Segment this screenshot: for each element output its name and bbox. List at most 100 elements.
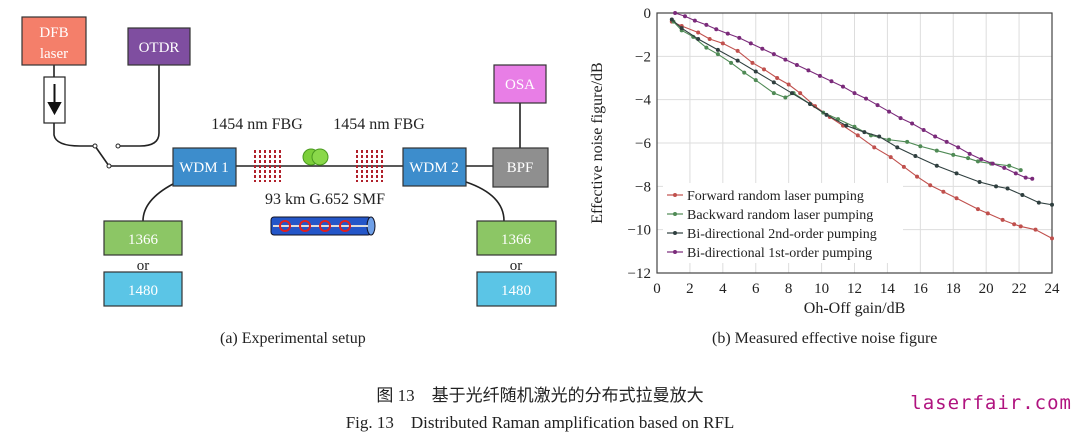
data-point xyxy=(1005,186,1010,191)
data-point xyxy=(696,30,701,35)
y-axis-label: Effective noise figure/dB xyxy=(589,62,606,223)
legend-label: Backward random laser pumping xyxy=(687,208,873,223)
data-point xyxy=(720,41,725,46)
data-point xyxy=(798,91,803,96)
data-point xyxy=(729,60,734,65)
y-tick-label: −12 xyxy=(628,266,651,282)
data-point xyxy=(875,103,880,108)
legend-marker xyxy=(673,231,677,235)
svg-text:1366: 1366 xyxy=(128,232,159,248)
x-tick-label: 0 xyxy=(653,281,661,297)
plot-frame xyxy=(656,12,1053,274)
noise-figure-chart: 0 2 4 6 8 10 12 14 16 18 20 22 240−2−4−6−8−10−12Oh-O… xyxy=(589,6,1060,317)
legend-marker xyxy=(673,250,677,254)
data-point xyxy=(913,154,918,158)
legend-marker xyxy=(673,212,677,216)
legend: Forward random laser pumping Backward ran… xyxy=(663,183,903,263)
data-point xyxy=(915,174,920,179)
data-point xyxy=(715,52,720,57)
data-point xyxy=(789,91,794,96)
fiber-label: 93 km G.652 SMF xyxy=(265,191,385,208)
x-tick-label: 10 xyxy=(814,281,829,297)
svg-text:WDM 1: WDM 1 xyxy=(179,160,229,176)
data-point xyxy=(771,52,776,57)
data-point xyxy=(692,18,697,23)
data-point xyxy=(669,17,674,22)
data-point xyxy=(840,84,845,89)
data-point xyxy=(934,148,939,153)
svg-text:1480: 1480 xyxy=(501,283,531,299)
pump-left-1366: 1366 xyxy=(103,220,183,256)
data-point xyxy=(682,14,687,19)
data-point xyxy=(910,121,915,126)
x-tick-label: 4 xyxy=(719,281,727,297)
data-point xyxy=(852,91,857,96)
data-point xyxy=(673,11,678,15)
caption-b: (b) Measured effective noise figure xyxy=(712,330,938,347)
data-point xyxy=(944,139,949,144)
data-point xyxy=(954,171,959,176)
y-tick-label: −2 xyxy=(635,49,651,65)
pump-right-or: or xyxy=(510,258,523,274)
legend-label: Forward random laser pumping xyxy=(687,189,864,204)
data-point xyxy=(901,164,906,169)
data-point xyxy=(877,134,882,139)
data-point xyxy=(753,69,758,74)
fbg-right-grating xyxy=(356,150,383,182)
x-tick-label: 6 xyxy=(752,281,760,297)
data-point xyxy=(898,116,903,121)
data-point xyxy=(783,57,788,62)
data-point xyxy=(737,35,742,40)
data-point xyxy=(887,109,892,114)
experimental-setup-diagram: DFB laser OTDR OSA BPF WDM 1 WDM 2 1454 … xyxy=(21,16,557,307)
data-point xyxy=(735,58,740,63)
fiber-wdm2-pump xyxy=(465,181,505,222)
data-point xyxy=(985,211,990,216)
data-point xyxy=(905,139,910,144)
data-point xyxy=(806,68,811,73)
arrow-down-icon xyxy=(47,84,62,116)
x-tick-label: 20 xyxy=(979,281,994,297)
data-point xyxy=(994,184,999,189)
data-point xyxy=(808,102,813,106)
svg-text:DFB: DFB xyxy=(39,25,68,41)
data-point xyxy=(1007,163,1012,168)
dfb-laser-box: DFB laser xyxy=(21,16,87,66)
data-point xyxy=(748,41,753,46)
otdr-box: OTDR xyxy=(127,27,191,66)
data-point xyxy=(954,196,959,201)
data-point xyxy=(855,133,860,138)
data-point xyxy=(928,183,933,188)
data-point xyxy=(1002,165,1007,170)
data-point xyxy=(707,37,712,41)
data-point xyxy=(753,78,758,83)
fbg-left-grating xyxy=(254,150,281,182)
data-point xyxy=(979,157,984,162)
data-point xyxy=(888,155,893,160)
data-point xyxy=(824,112,829,117)
data-point xyxy=(742,70,747,75)
fiber-coil-icon xyxy=(302,148,329,166)
data-point xyxy=(771,91,776,96)
legend-box xyxy=(663,183,903,263)
legend-label: Bi-directional 2nd-order pumping xyxy=(687,227,877,242)
data-point xyxy=(872,145,877,150)
data-point xyxy=(934,163,939,168)
data-point xyxy=(921,128,926,132)
y-tick-label: −10 xyxy=(628,223,651,239)
data-point xyxy=(933,134,938,139)
pump-right-1366: 1366 xyxy=(476,220,557,256)
wdm1-box: WDM 1 xyxy=(172,147,237,187)
data-point xyxy=(1036,200,1041,205)
y-tick-label: −6 xyxy=(635,136,651,152)
y-tick-label: 0 xyxy=(644,6,652,22)
fbg-right-label: 1454 nm FBG xyxy=(333,116,425,133)
isolator xyxy=(43,76,66,124)
caption-a: (a) Experimental setup xyxy=(220,330,366,347)
x-tick-label: 14 xyxy=(880,281,896,297)
osa-box: OSA xyxy=(493,64,547,104)
data-point xyxy=(679,26,684,31)
svg-text:laser: laser xyxy=(40,46,68,62)
data-point xyxy=(704,45,709,50)
legend-label: Bi-directional 1st-order pumping xyxy=(687,246,872,261)
